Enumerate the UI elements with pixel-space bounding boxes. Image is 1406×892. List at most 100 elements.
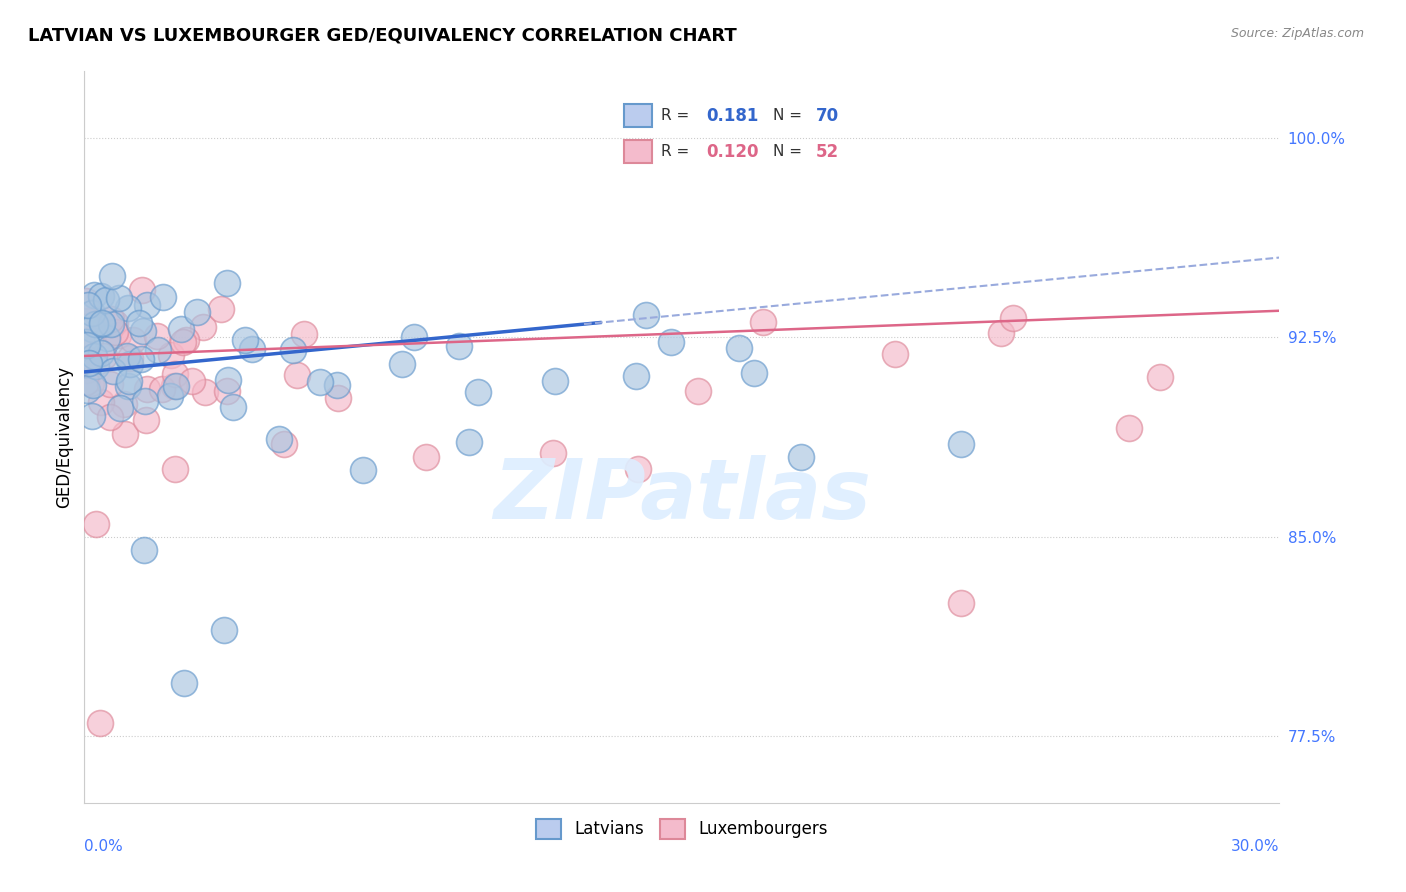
Point: [544, 375, 567, 389]
Text: 0.120: 0.120: [706, 143, 758, 161]
Point: [132, 324, 155, 338]
Point: [76, 384, 98, 398]
Point: [181, 374, 204, 388]
Point: [273, 436, 295, 450]
Point: [131, 283, 153, 297]
Point: [118, 357, 141, 371]
Point: [103, 316, 125, 330]
Point: [150, 382, 173, 396]
Point: [281, 343, 304, 357]
Point: [391, 357, 413, 371]
Text: 0.0%: 0.0%: [84, 839, 124, 855]
Point: [186, 305, 208, 319]
Point: [100, 311, 122, 326]
Point: [352, 463, 374, 477]
Point: [165, 379, 187, 393]
Point: [82, 409, 104, 423]
Point: [134, 394, 156, 409]
Point: [752, 315, 775, 329]
Point: [661, 335, 683, 350]
Point: [117, 350, 139, 364]
Point: [163, 367, 186, 381]
Point: [541, 446, 564, 460]
Point: [215, 384, 238, 398]
Point: [128, 316, 150, 330]
Point: [117, 379, 139, 393]
Point: [163, 462, 186, 476]
FancyBboxPatch shape: [624, 140, 652, 163]
Point: [75, 376, 97, 390]
Point: [169, 322, 191, 336]
Point: [83, 349, 105, 363]
Point: [1149, 370, 1171, 384]
Point: [627, 462, 650, 476]
Point: [108, 401, 131, 415]
Point: [172, 335, 194, 350]
Point: [104, 325, 127, 339]
Point: [176, 333, 198, 347]
Text: LATVIAN VS LUXEMBOURGER GED/EQUIVALENCY CORRELATION CHART: LATVIAN VS LUXEMBOURGER GED/EQUIVALENCY …: [28, 27, 737, 45]
Point: [84, 317, 107, 331]
Point: [114, 426, 136, 441]
Point: [467, 385, 489, 400]
Point: [108, 292, 131, 306]
Point: [742, 366, 765, 380]
Point: [269, 432, 291, 446]
Point: [292, 327, 315, 342]
Point: [240, 343, 263, 357]
Point: [82, 322, 104, 336]
Point: [84, 359, 107, 373]
Point: [194, 384, 217, 399]
Point: [107, 327, 129, 342]
Point: [82, 378, 104, 392]
Point: [790, 450, 813, 464]
Point: [209, 301, 232, 316]
Point: [447, 339, 470, 353]
Point: [217, 372, 239, 386]
Point: [222, 400, 245, 414]
Point: [90, 289, 112, 303]
Point: [402, 329, 425, 343]
Point: [96, 331, 118, 345]
Y-axis label: GED/Equivalency: GED/Equivalency: [55, 366, 73, 508]
Point: [949, 436, 972, 450]
Point: [688, 384, 710, 399]
Point: [136, 297, 159, 311]
Point: [457, 434, 479, 449]
Point: [103, 364, 125, 378]
Point: [152, 290, 174, 304]
Point: [93, 349, 115, 363]
Point: [163, 379, 186, 393]
Point: [96, 293, 118, 308]
Point: [990, 326, 1012, 340]
Point: [75, 351, 97, 366]
Point: [159, 389, 181, 403]
Point: [117, 301, 139, 315]
Text: ZIPatlas: ZIPatlas: [494, 455, 870, 536]
Point: [624, 369, 647, 384]
Text: 52: 52: [815, 143, 838, 161]
Point: [118, 375, 141, 389]
Point: [191, 319, 214, 334]
Text: N =: N =: [773, 109, 803, 123]
Text: N =: N =: [773, 145, 803, 159]
Point: [89, 716, 111, 731]
Point: [76, 337, 98, 351]
Text: 0.181: 0.181: [706, 107, 758, 125]
Point: [884, 347, 907, 361]
Point: [212, 623, 235, 637]
Point: [235, 333, 257, 347]
Point: [136, 383, 159, 397]
Point: [173, 676, 195, 690]
Point: [727, 341, 749, 355]
Point: [101, 268, 124, 283]
Point: [80, 376, 103, 390]
Point: [215, 277, 238, 291]
Point: [146, 343, 169, 357]
Point: [135, 413, 157, 427]
Point: [75, 334, 97, 349]
Legend: Latvians, Luxembourgers: Latvians, Luxembourgers: [529, 812, 835, 846]
Point: [146, 329, 169, 343]
Point: [112, 397, 135, 411]
Point: [100, 318, 122, 332]
